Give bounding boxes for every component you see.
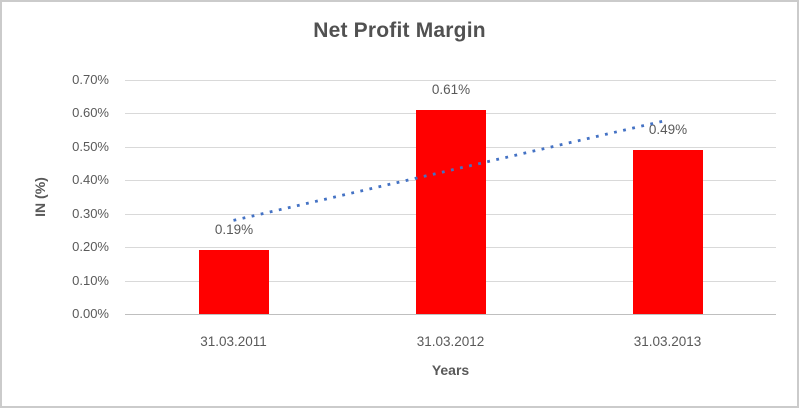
y-axis-tick-label: 0.00%: [72, 306, 109, 321]
y-axis-tick-label: 0.60%: [72, 105, 109, 120]
y-axis-tick-label: 0.40%: [72, 172, 109, 187]
y-axis-tick-label: 0.30%: [72, 206, 109, 221]
bar-31.03.2013[interactable]: [633, 150, 703, 314]
data-label: 0.19%: [214, 222, 254, 237]
y-axis-tick-label: 0.20%: [72, 239, 109, 254]
x-axis-category-label: 31.03.2011: [200, 334, 267, 349]
y-axis-tick-label: 0.70%: [72, 72, 109, 87]
x-axis-line: [125, 314, 776, 315]
data-label: 0.49%: [648, 122, 688, 137]
data-label: 0.61%: [431, 82, 471, 97]
y-axis-tick-label: 0.50%: [72, 139, 109, 154]
chart-title: Net Profit Margin: [313, 19, 486, 42]
bar-31.03.2011[interactable]: [199, 250, 269, 314]
bar-31.03.2012[interactable]: [416, 110, 486, 314]
gridline: [125, 80, 776, 81]
y-axis-tick-label: 0.10%: [72, 273, 109, 288]
x-axis-title: Years: [431, 362, 470, 378]
x-axis-category-label: 31.03.2012: [416, 334, 485, 349]
x-axis-category-label: 31.03.2013: [633, 334, 702, 349]
